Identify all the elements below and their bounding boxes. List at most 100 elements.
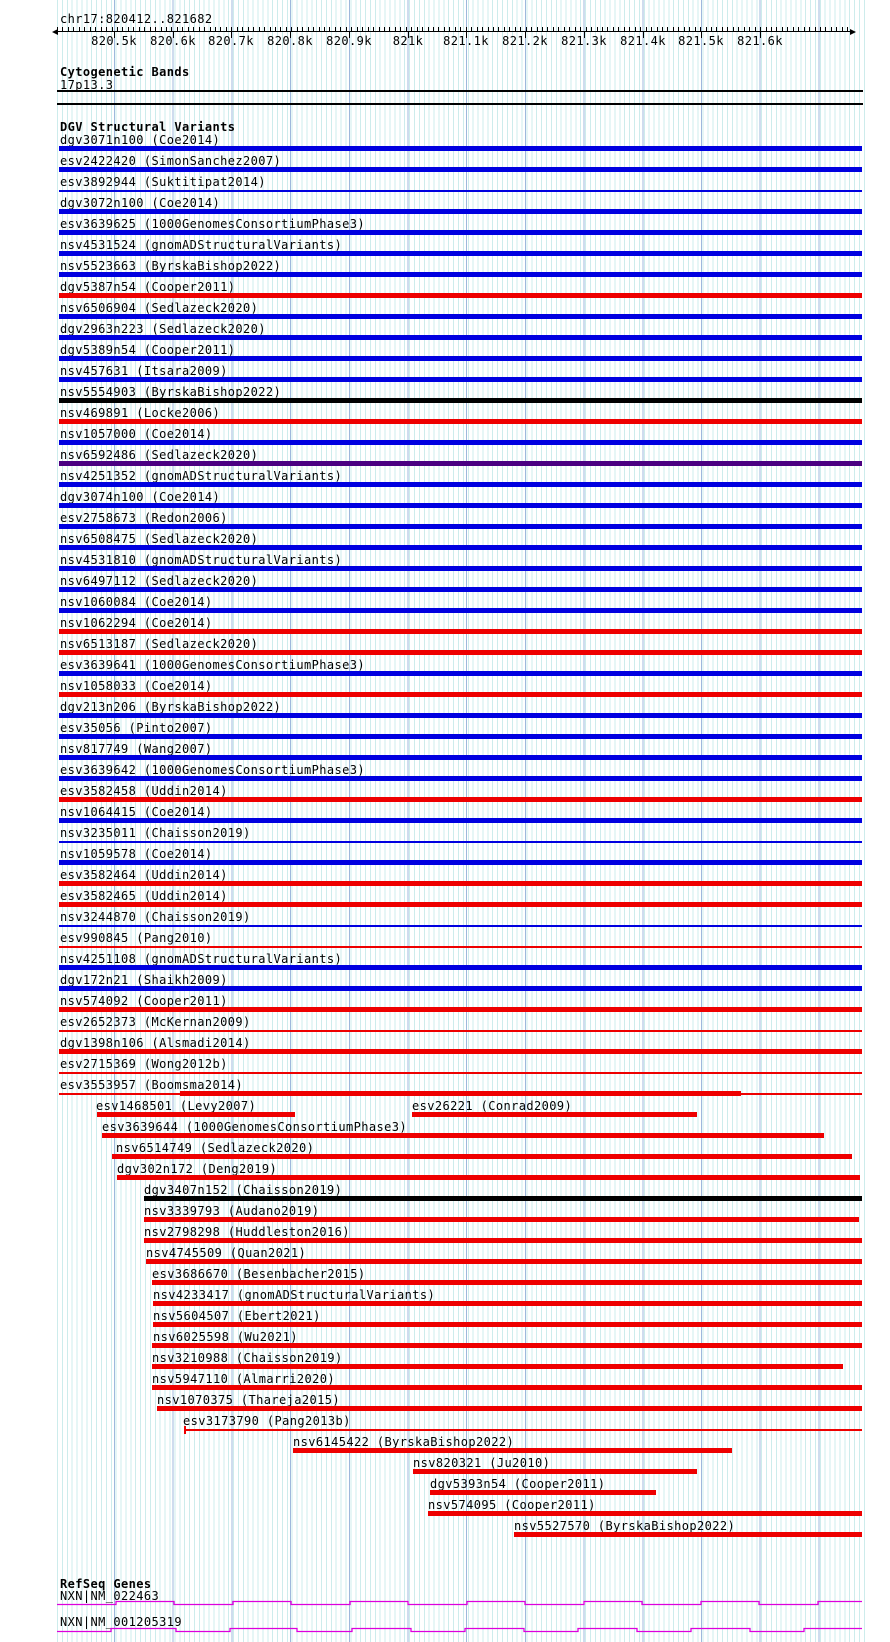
variant-bar-esv3582464[interactable] xyxy=(59,881,862,886)
variant-bar-esv2422420[interactable] xyxy=(59,167,862,172)
variant-bar-nsv6514749[interactable] xyxy=(112,1154,852,1159)
variant-label-dgv3074n100[interactable]: dgv3074n100 (Coe2014) xyxy=(60,490,221,504)
variant-label-nsv6508475[interactable]: nsv6508475 (Sedlazeck2020) xyxy=(60,532,259,546)
gene-model-NXN-NM-022463[interactable] xyxy=(0,1600,890,1608)
variant-bar-nsv1058033[interactable] xyxy=(59,692,862,697)
variant-bar-nsv2798298[interactable] xyxy=(144,1238,862,1243)
variant-end-tick-esv3173790[interactable] xyxy=(184,1426,186,1434)
variant-bar-esv1468501[interactable] xyxy=(97,1112,295,1117)
variant-bar-esv26221[interactable] xyxy=(412,1112,697,1117)
variant-bar-dgv2963n223[interactable] xyxy=(59,335,862,340)
variant-label-nsv4251352[interactable]: nsv4251352 (gnomADStructuralVariants) xyxy=(60,469,343,483)
variant-label-nsv6145422[interactable]: nsv6145422 (ByrskaBishop2022) xyxy=(293,1435,515,1449)
gene-model-NXN-NM-001205319[interactable] xyxy=(0,1627,890,1635)
variant-bar-esv3639644[interactable] xyxy=(102,1133,824,1138)
variant-label-dgv5389n54[interactable]: dgv5389n54 (Cooper2011) xyxy=(60,343,236,357)
variant-bar-nsv4745509[interactable] xyxy=(146,1259,862,1264)
variant-bar-segment-esv3553957[interactable] xyxy=(180,1091,741,1096)
variant-label-esv990845[interactable]: esv990845 (Pang2010) xyxy=(60,931,213,945)
variant-label-dgv213n206[interactable]: dgv213n206 (ByrskaBishop2022) xyxy=(60,700,282,714)
variant-bar-dgv3071n100[interactable] xyxy=(59,146,862,151)
variant-bar-nsv3244870[interactable] xyxy=(59,925,862,927)
variant-bar-esv3686670[interactable] xyxy=(152,1280,862,1285)
variant-bar-esv2652373[interactable] xyxy=(59,1030,862,1032)
variant-bar-dgv3074n100[interactable] xyxy=(59,503,862,508)
variant-bar-nsv5947110[interactable] xyxy=(152,1385,862,1390)
variant-label-dgv5393n54[interactable]: dgv5393n54 (Cooper2011) xyxy=(430,1477,606,1491)
variant-label-esv3639642[interactable]: esv3639642 (1000GenomesConsortiumPhase3) xyxy=(60,763,365,777)
variant-label-esv3892944[interactable]: esv3892944 (Suktitipat2014) xyxy=(60,175,266,189)
variant-bar-nsv1059578[interactable] xyxy=(59,860,862,865)
variant-label-esv26221[interactable]: esv26221 (Conrad2009) xyxy=(412,1099,573,1113)
variant-bar-nsv4251108[interactable] xyxy=(59,965,862,970)
variant-bar-nsv469891[interactable] xyxy=(59,419,862,424)
variant-label-nsv817749[interactable]: nsv817749 (Wang2007) xyxy=(60,742,213,756)
variant-label-esv2758673[interactable]: esv2758673 (Redon2006) xyxy=(60,511,228,525)
variant-label-nsv574092[interactable]: nsv574092 (Cooper2011) xyxy=(60,994,228,1008)
variant-label-nsv5554903[interactable]: nsv5554903 (ByrskaBishop2022) xyxy=(60,385,282,399)
variant-bar-nsv820321[interactable] xyxy=(413,1469,697,1474)
variant-bar-nsv817749[interactable] xyxy=(59,755,862,760)
variant-bar-dgv213n206[interactable] xyxy=(59,713,862,718)
variant-label-nsv6497112[interactable]: nsv6497112 (Sedlazeck2020) xyxy=(60,574,259,588)
variant-label-nsv6514749[interactable]: nsv6514749 (Sedlazeck2020) xyxy=(116,1141,315,1155)
variant-label-nsv4531810[interactable]: nsv4531810 (gnomADStructuralVariants) xyxy=(60,553,343,567)
variant-label-nsv6513187[interactable]: nsv6513187 (Sedlazeck2020) xyxy=(60,637,259,651)
variant-label-esv3686670[interactable]: esv3686670 (Besenbacher2015) xyxy=(152,1267,366,1281)
variant-label-esv3639644[interactable]: esv3639644 (1000GenomesConsortiumPhase3) xyxy=(102,1120,407,1134)
variant-bar-nsv6513187[interactable] xyxy=(59,650,862,655)
variant-bar-esv2715369[interactable] xyxy=(59,1072,862,1074)
variant-bar-nsv574095[interactable] xyxy=(428,1511,862,1516)
variant-bar-nsv6508475[interactable] xyxy=(59,545,862,550)
variant-label-dgv3071n100[interactable]: dgv3071n100 (Coe2014) xyxy=(60,133,221,147)
variant-bar-nsv5604507[interactable] xyxy=(153,1322,862,1327)
variant-bar-dgv1398n106[interactable] xyxy=(59,1049,862,1054)
variant-bar-nsv1062294[interactable] xyxy=(59,629,862,634)
variant-bar-esv990845[interactable] xyxy=(59,946,862,948)
variant-bar-nsv3339793[interactable] xyxy=(144,1217,859,1222)
variant-bar-nsv4233417[interactable] xyxy=(153,1301,862,1306)
variant-label-nsv4745509[interactable]: nsv4745509 (Quan2021) xyxy=(146,1246,307,1260)
variant-bar-dgv5393n54[interactable] xyxy=(430,1490,656,1495)
variant-bar-nsv6592486[interactable] xyxy=(59,461,862,466)
variant-bar-nsv3235011[interactable] xyxy=(59,841,862,843)
variant-label-nsv1070375[interactable]: nsv1070375 (Thareja2015) xyxy=(157,1393,340,1407)
variant-label-dgv2963n223[interactable]: dgv2963n223 (Sedlazeck2020) xyxy=(60,322,266,336)
variant-bar-esv3639625[interactable] xyxy=(59,230,862,235)
variant-label-dgv5387n54[interactable]: dgv5387n54 (Cooper2011) xyxy=(60,280,236,294)
variant-label-nsv4233417[interactable]: nsv4233417 (gnomADStructuralVariants) xyxy=(153,1288,436,1302)
variant-bar-nsv1064415[interactable] xyxy=(59,818,862,823)
variant-bar-nsv4251352[interactable] xyxy=(59,482,862,487)
variant-bar-esv3639642[interactable] xyxy=(59,776,862,781)
variant-label-nsv1059578[interactable]: nsv1059578 (Coe2014) xyxy=(60,847,213,861)
variant-label-nsv457631[interactable]: nsv457631 (Itsara2009) xyxy=(60,364,228,378)
variant-bar-nsv3210988[interactable] xyxy=(152,1364,843,1369)
variant-bar-dgv302n172[interactable] xyxy=(117,1175,860,1180)
variant-label-nsv5604507[interactable]: nsv5604507 (Ebert2021) xyxy=(153,1309,321,1323)
variant-bar-esv3582458[interactable] xyxy=(59,797,862,802)
variant-label-esv3639625[interactable]: esv3639625 (1000GenomesConsortiumPhase3) xyxy=(60,217,365,231)
variant-label-esv3553957[interactable]: esv3553957 (Boomsma2014) xyxy=(60,1078,243,1092)
variant-label-nsv1064415[interactable]: nsv1064415 (Coe2014) xyxy=(60,805,213,819)
variant-label-nsv6025598[interactable]: nsv6025598 (Wu2021) xyxy=(153,1330,298,1344)
variant-label-dgv1398n106[interactable]: dgv1398n106 (Alsmadi2014) xyxy=(60,1036,251,1050)
variant-bar-dgv5387n54[interactable] xyxy=(59,293,862,298)
variant-bar-nsv5527570[interactable] xyxy=(514,1532,862,1537)
variant-label-nsv5947110[interactable]: nsv5947110 (Almarri2020) xyxy=(152,1372,335,1386)
variant-label-nsv5527570[interactable]: nsv5527570 (ByrskaBishop2022) xyxy=(514,1519,736,1533)
variant-label-esv35056[interactable]: esv35056 (Pinto2007) xyxy=(60,721,213,735)
variant-bar-nsv4531524[interactable] xyxy=(59,251,862,256)
variant-bar-dgv5389n54[interactable] xyxy=(59,356,862,361)
variant-label-nsv469891[interactable]: nsv469891 (Locke2006) xyxy=(60,406,221,420)
variant-label-esv2422420[interactable]: esv2422420 (SimonSanchez2007) xyxy=(60,154,282,168)
variant-label-nsv1060084[interactable]: nsv1060084 (Coe2014) xyxy=(60,595,213,609)
cytoband-box[interactable] xyxy=(57,90,863,105)
variant-bar-esv3639641[interactable] xyxy=(59,671,862,676)
variant-label-nsv3210988[interactable]: nsv3210988 (Chaisson2019) xyxy=(152,1351,343,1365)
variant-label-dgv172n21[interactable]: dgv172n21 (Shaikh2009) xyxy=(60,973,228,987)
variant-label-esv3639641[interactable]: esv3639641 (1000GenomesConsortiumPhase3) xyxy=(60,658,365,672)
variant-bar-nsv6497112[interactable] xyxy=(59,587,862,592)
variant-bar-dgv3072n100[interactable] xyxy=(59,209,862,214)
variant-label-esv1468501[interactable]: esv1468501 (Levy2007) xyxy=(96,1099,257,1113)
variant-bar-nsv1057000[interactable] xyxy=(59,440,862,445)
